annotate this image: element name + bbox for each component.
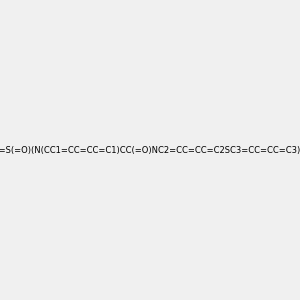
Text: O=S(=O)(N(CC1=CC=CC=C1)CC(=O)NC2=CC=CC=C2SC3=CC=CC=C3)C: O=S(=O)(N(CC1=CC=CC=C1)CC(=O)NC2=CC=CC=C… [0, 146, 300, 154]
